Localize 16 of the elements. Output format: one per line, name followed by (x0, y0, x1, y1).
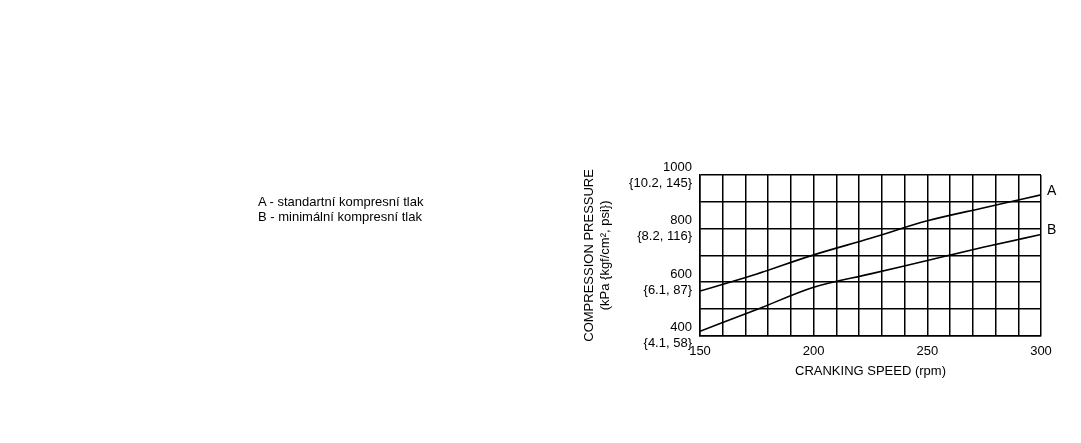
y-tick-label: 1000 (663, 158, 692, 174)
text: {6.1, 87} (643, 281, 693, 297)
x-tick-label: 300 (1030, 343, 1052, 359)
text: {10.2, 145} (629, 174, 693, 190)
series-label: A (1047, 181, 1057, 198)
text: {8.2, 116} (637, 228, 693, 244)
x-axis-title: CRANKING SPEED (rpm) (795, 362, 946, 378)
text: A - standartní kompresní tlak (258, 194, 424, 209)
series-label: B (1047, 221, 1057, 238)
x-tick-label: 200 (802, 343, 825, 359)
y-tick-label: 800 (670, 212, 692, 228)
x-tick-label: 250 (916, 343, 939, 359)
y-tick-label: 600 (670, 265, 692, 281)
y-tick-label: 400 (670, 319, 692, 335)
text: B - minimální kompresní tlak (258, 209, 423, 224)
y-axis-title: COMPRESSION PRESSURE (kPa {kgf/cm², psi}) (581, 168, 612, 342)
